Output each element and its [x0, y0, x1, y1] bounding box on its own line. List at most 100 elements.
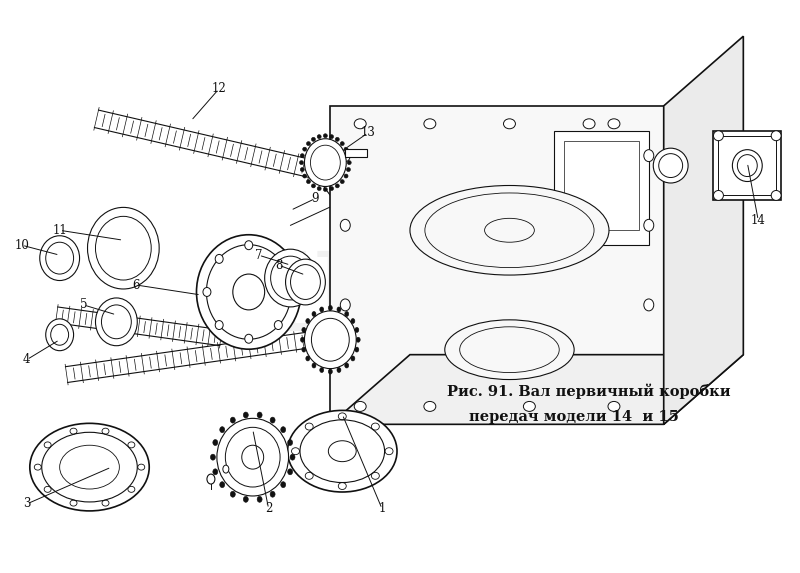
Ellipse shape [356, 337, 360, 342]
Text: 1: 1 [378, 503, 386, 516]
Ellipse shape [300, 167, 304, 171]
Ellipse shape [245, 334, 253, 343]
Ellipse shape [87, 207, 159, 289]
Ellipse shape [274, 320, 282, 329]
Ellipse shape [346, 154, 350, 158]
Ellipse shape [30, 423, 150, 511]
Ellipse shape [230, 417, 235, 423]
Ellipse shape [345, 363, 349, 368]
Ellipse shape [351, 319, 355, 324]
Ellipse shape [345, 312, 349, 316]
Ellipse shape [274, 254, 282, 264]
Text: 14: 14 [751, 214, 766, 227]
Ellipse shape [644, 219, 654, 231]
Ellipse shape [337, 367, 341, 372]
Polygon shape [330, 106, 664, 425]
Ellipse shape [771, 190, 781, 201]
Ellipse shape [312, 312, 316, 316]
Ellipse shape [305, 139, 346, 186]
Ellipse shape [714, 190, 723, 201]
Ellipse shape [281, 482, 286, 488]
Ellipse shape [306, 179, 310, 183]
Ellipse shape [210, 454, 215, 460]
Text: 4: 4 [23, 353, 30, 366]
Ellipse shape [287, 410, 397, 492]
Ellipse shape [320, 307, 324, 312]
Ellipse shape [220, 427, 225, 433]
Polygon shape [664, 36, 743, 425]
Ellipse shape [242, 445, 264, 469]
Ellipse shape [46, 319, 74, 351]
Text: 2: 2 [265, 503, 272, 516]
Ellipse shape [335, 184, 339, 188]
Ellipse shape [312, 363, 316, 368]
Ellipse shape [323, 134, 327, 138]
Ellipse shape [230, 491, 235, 497]
Ellipse shape [410, 186, 609, 275]
Ellipse shape [346, 167, 350, 171]
Ellipse shape [215, 320, 223, 329]
Ellipse shape [323, 187, 327, 191]
Text: 5: 5 [80, 299, 87, 311]
Ellipse shape [305, 311, 356, 368]
Ellipse shape [243, 496, 248, 503]
Bar [714, 131, 781, 201]
Ellipse shape [330, 187, 334, 191]
Bar [554, 131, 649, 245]
Ellipse shape [485, 218, 534, 242]
Ellipse shape [213, 439, 218, 446]
Text: 7: 7 [255, 249, 262, 262]
Ellipse shape [300, 154, 304, 158]
Bar [718, 136, 776, 195]
Ellipse shape [328, 369, 332, 374]
Ellipse shape [351, 356, 355, 361]
Ellipse shape [503, 119, 515, 129]
Ellipse shape [354, 402, 366, 411]
Ellipse shape [223, 465, 229, 473]
Text: Рис. 91. Вал первичный коробки: Рис. 91. Вал первичный коробки [447, 384, 731, 399]
Ellipse shape [220, 482, 225, 488]
Text: 9: 9 [312, 192, 319, 205]
Ellipse shape [340, 150, 350, 162]
Ellipse shape [288, 439, 293, 446]
Ellipse shape [213, 469, 218, 475]
Ellipse shape [344, 174, 348, 178]
Text: 11: 11 [52, 224, 67, 237]
Ellipse shape [347, 160, 351, 164]
Ellipse shape [355, 327, 359, 332]
Ellipse shape [355, 347, 359, 352]
Ellipse shape [311, 138, 315, 142]
Ellipse shape [354, 119, 366, 129]
Ellipse shape [217, 418, 289, 496]
Ellipse shape [257, 412, 262, 418]
Ellipse shape [245, 241, 253, 250]
Ellipse shape [302, 327, 306, 332]
Ellipse shape [286, 288, 294, 296]
Ellipse shape [317, 135, 321, 139]
Ellipse shape [320, 367, 324, 372]
Ellipse shape [290, 454, 295, 460]
Polygon shape [330, 355, 743, 425]
Ellipse shape [608, 402, 620, 411]
Ellipse shape [424, 119, 436, 129]
Ellipse shape [233, 274, 265, 310]
Ellipse shape [328, 441, 356, 462]
Ellipse shape [288, 469, 293, 475]
Text: 8: 8 [275, 258, 282, 272]
Ellipse shape [445, 320, 574, 379]
Ellipse shape [317, 187, 321, 191]
Ellipse shape [281, 427, 286, 433]
Text: 6: 6 [133, 278, 140, 292]
Ellipse shape [95, 298, 138, 346]
Text: 3: 3 [23, 497, 30, 511]
Ellipse shape [203, 288, 211, 296]
Ellipse shape [302, 174, 306, 178]
Ellipse shape [301, 337, 305, 342]
Text: ЦГЛ: ЦГЛ [258, 246, 542, 354]
Ellipse shape [654, 148, 688, 183]
Ellipse shape [270, 491, 275, 497]
Ellipse shape [583, 119, 595, 129]
Ellipse shape [270, 417, 275, 423]
Text: передач модели 14  и 15: передач модели 14 и 15 [470, 410, 679, 425]
Text: 10: 10 [14, 239, 30, 252]
